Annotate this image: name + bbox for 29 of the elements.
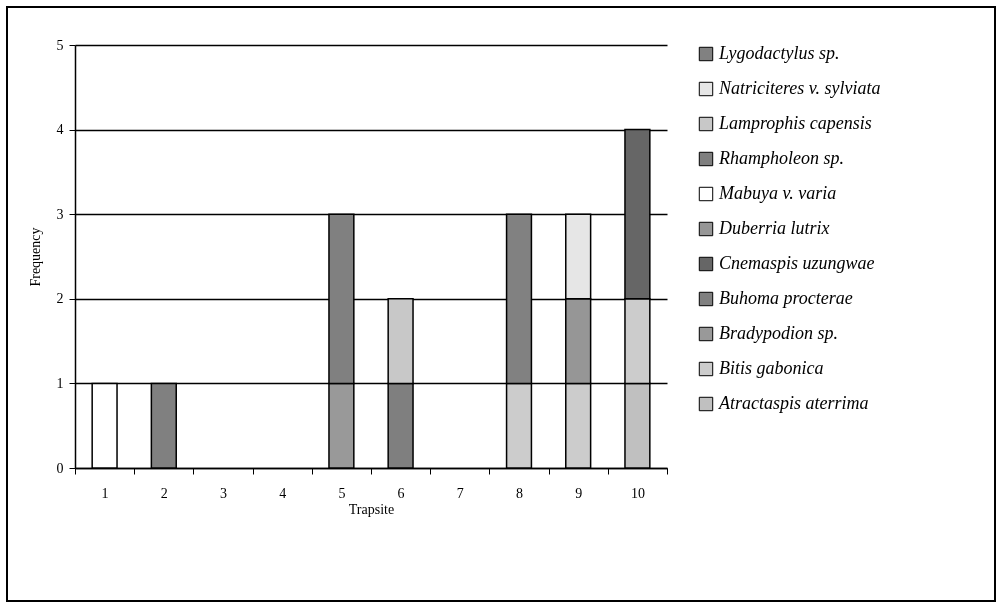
legend-label: Mabuya v. varia: [718, 183, 837, 203]
y-tick-label: 2: [56, 291, 64, 307]
x-axis-title: Trapsite: [348, 501, 395, 517]
legend-label: Atractaspis aterrima: [718, 393, 869, 413]
x-tick-label: 1: [101, 485, 109, 501]
legend-label: Buhoma procterae: [719, 288, 853, 308]
legend-label: Bitis gabonica: [719, 358, 824, 378]
y-tick-label: 1: [56, 375, 64, 391]
x-tick-label: 8: [516, 485, 523, 501]
x-tick-label: 3: [220, 485, 227, 501]
legend-label: Natriciteres v. sylviata: [718, 78, 881, 98]
legend-label: Cnemaspis uzungwae: [719, 253, 875, 273]
legend-label: Duberria lutrix: [718, 218, 830, 238]
x-tick-label: 10: [630, 485, 645, 501]
y-tick-label: 3: [56, 206, 64, 222]
y-tick-label: 5: [56, 37, 64, 53]
legend-label: Bradypodion sp.: [719, 323, 838, 343]
legend-label: Lygodactylus sp.: [718, 43, 840, 63]
y-axis-title: Frequency: [27, 227, 43, 287]
x-tick-label: 9: [575, 485, 583, 501]
y-tick-label: 0: [56, 460, 64, 476]
x-tick-label: 5: [338, 485, 346, 501]
x-tick-label: 7: [456, 485, 464, 501]
x-tick-label: 4: [279, 485, 287, 501]
x-tick-label: 2: [160, 485, 168, 501]
legend-label: Lamprophis capensis: [718, 113, 872, 133]
x-tick-label: 6: [397, 485, 405, 501]
y-tick-label: 4: [56, 122, 64, 138]
legend-label: Rhampholeon sp.: [718, 148, 844, 168]
